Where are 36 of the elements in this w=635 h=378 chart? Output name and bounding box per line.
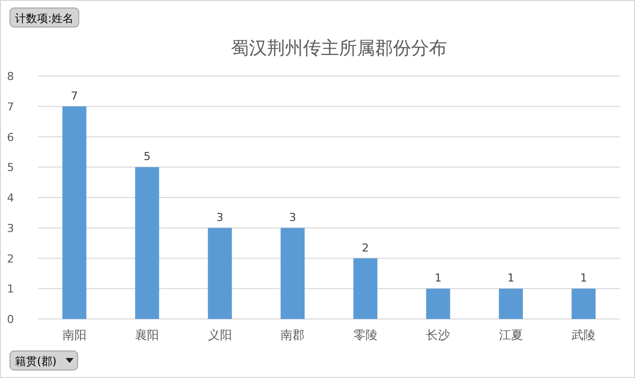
y-tick-label: 6	[7, 130, 14, 144]
y-tick-label: 8	[7, 70, 14, 83]
chart-title: 蜀汉荆州传主所属郡份分布	[231, 38, 447, 59]
bar	[353, 258, 378, 319]
bar	[135, 167, 160, 319]
data-label: 1	[580, 272, 588, 285]
data-label: 3	[216, 210, 224, 224]
data-label: 5	[144, 150, 151, 164]
data-label: 1	[434, 272, 442, 285]
x-tick-label: 零陵	[353, 328, 378, 342]
y-tick-label: 2	[7, 252, 14, 266]
x-tick-label: 南阳	[62, 328, 86, 342]
text: 计数项:姓名	[15, 12, 74, 25]
x-tick-label: 南郡	[280, 328, 305, 342]
text: 籍贯(郡)	[15, 355, 57, 368]
x-tick-label: 义阳	[208, 328, 232, 342]
bar	[426, 288, 450, 319]
data-label: 2	[362, 241, 369, 254]
x-tick-label: 长沙	[426, 328, 450, 342]
y-tick-label: 3	[7, 222, 14, 235]
data-label: 7	[70, 89, 78, 102]
bar	[62, 106, 86, 319]
data-label: 1	[507, 272, 514, 285]
y-tick-label: 1	[7, 282, 14, 296]
x-tick-label: 襄阳	[135, 328, 160, 342]
y-tick-label: 5	[7, 161, 14, 174]
bar	[208, 228, 232, 319]
bar	[280, 228, 305, 319]
data-label: 3	[289, 210, 296, 224]
x-tick-label: 江夏	[498, 328, 523, 342]
y-tick-label: 4	[7, 192, 14, 204]
bar	[498, 288, 523, 319]
y-tick-label: 7	[7, 100, 14, 114]
y-tick-label: 0	[7, 313, 14, 326]
bar	[572, 288, 596, 319]
x-tick-label: 武陵	[572, 328, 596, 342]
